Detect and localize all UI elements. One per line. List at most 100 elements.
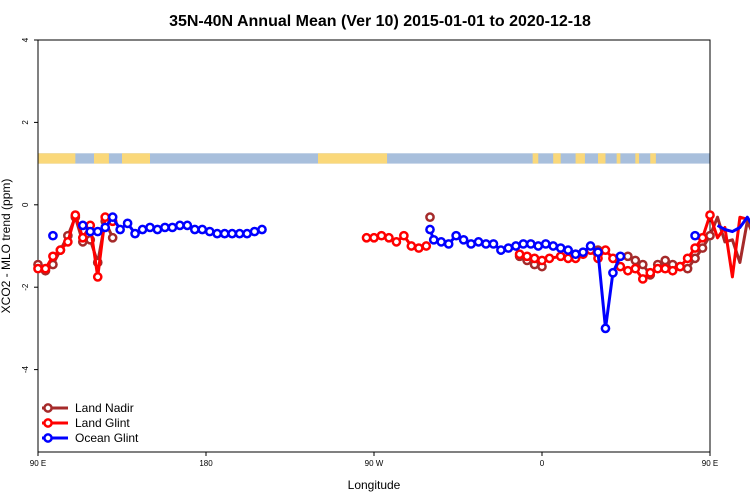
data-point xyxy=(667,265,678,276)
data-point xyxy=(92,226,103,237)
data-point xyxy=(219,228,230,239)
data-point xyxy=(705,230,715,241)
data-point xyxy=(376,230,387,241)
data-point xyxy=(682,253,693,264)
data-point xyxy=(413,243,424,253)
land-segment xyxy=(553,153,561,164)
land-ocean-strip xyxy=(38,153,710,164)
land-segment xyxy=(532,153,539,164)
legend-label: Land Glint xyxy=(75,416,130,430)
data-point xyxy=(384,232,394,243)
series-layer xyxy=(33,210,750,334)
data-point xyxy=(85,226,96,237)
data-point xyxy=(608,267,618,278)
y-tick-label: 0 xyxy=(21,202,30,207)
data-point xyxy=(443,239,454,249)
legend-item: Land Glint xyxy=(42,416,130,430)
data-point xyxy=(391,237,402,247)
x-tick-label: 90 E xyxy=(30,459,46,468)
data-point xyxy=(63,237,73,247)
data-point xyxy=(234,228,245,239)
data-point xyxy=(570,249,581,260)
data-point xyxy=(77,232,88,243)
data-point xyxy=(690,230,700,241)
land-segment xyxy=(38,153,76,164)
data-point xyxy=(537,255,547,266)
data-point xyxy=(563,245,573,255)
data-point xyxy=(100,212,111,223)
data-point xyxy=(481,239,491,249)
data-point xyxy=(623,265,633,276)
data-point xyxy=(555,243,566,253)
y-tick-label: -4 xyxy=(21,365,30,373)
data-point xyxy=(33,263,43,274)
data-point xyxy=(100,222,111,233)
data-point xyxy=(145,222,155,233)
data-point xyxy=(70,210,81,220)
data-point xyxy=(369,232,379,243)
data-point xyxy=(660,263,671,274)
data-point xyxy=(563,253,573,264)
y-tick-label: 4 xyxy=(21,37,30,42)
land-segment xyxy=(122,153,150,164)
data-point xyxy=(406,241,417,251)
data-point xyxy=(697,243,708,253)
data-point xyxy=(257,224,267,235)
data-point xyxy=(548,241,559,251)
data-point xyxy=(511,241,521,251)
data-point xyxy=(690,243,700,253)
y-axis-label: XCO2 - MLO trend (ppm) xyxy=(0,179,13,314)
legend-item: Land Nadir xyxy=(42,401,134,415)
data-point xyxy=(578,247,588,258)
data-point xyxy=(496,245,506,255)
x-tick-label: 0 xyxy=(540,459,545,468)
land-segment xyxy=(616,153,621,164)
data-point xyxy=(122,218,133,229)
data-point xyxy=(630,263,641,274)
data-point xyxy=(540,239,551,249)
data-point xyxy=(473,237,484,247)
data-point xyxy=(525,239,536,249)
data-point xyxy=(705,210,715,220)
data-point xyxy=(615,251,626,262)
data-point xyxy=(361,232,372,243)
data-point xyxy=(40,263,51,274)
data-point xyxy=(690,253,700,264)
land-segment xyxy=(598,153,606,164)
land-segment xyxy=(318,153,388,164)
data-point xyxy=(425,224,435,235)
data-point xyxy=(428,234,439,245)
data-point xyxy=(697,232,708,243)
x-tick-label: 90 W xyxy=(365,459,384,468)
data-point xyxy=(436,237,447,247)
data-point xyxy=(682,263,693,274)
series-ocean-glint xyxy=(48,212,750,334)
data-point xyxy=(182,220,193,231)
axes: 90 E 180 90 W 0 90 E -4 -2 0 2 4 xyxy=(21,37,718,468)
data-point xyxy=(175,220,185,231)
data-point xyxy=(600,323,611,334)
chart-title: 35N-40N Annual Mean (Ver 10) 2015-01-01 … xyxy=(169,13,591,30)
series-land-nadir xyxy=(33,212,750,280)
data-point xyxy=(522,251,532,262)
x-tick-label: 180 xyxy=(199,459,213,468)
data-point xyxy=(600,245,611,255)
data-point xyxy=(77,220,88,231)
series-line xyxy=(716,215,750,234)
data-point xyxy=(630,255,641,266)
data-point xyxy=(197,224,208,235)
land-segment xyxy=(635,153,640,164)
legend-label: Land Nadir xyxy=(75,401,134,415)
data-point xyxy=(137,224,148,235)
data-point xyxy=(555,251,566,262)
data-point xyxy=(503,243,514,253)
legend-marker xyxy=(43,418,53,428)
data-point xyxy=(249,226,260,237)
x-axis-label: Longitude xyxy=(348,478,401,492)
data-point xyxy=(107,212,118,223)
data-point xyxy=(645,267,656,278)
data-point xyxy=(227,228,237,239)
data-point xyxy=(160,222,170,233)
